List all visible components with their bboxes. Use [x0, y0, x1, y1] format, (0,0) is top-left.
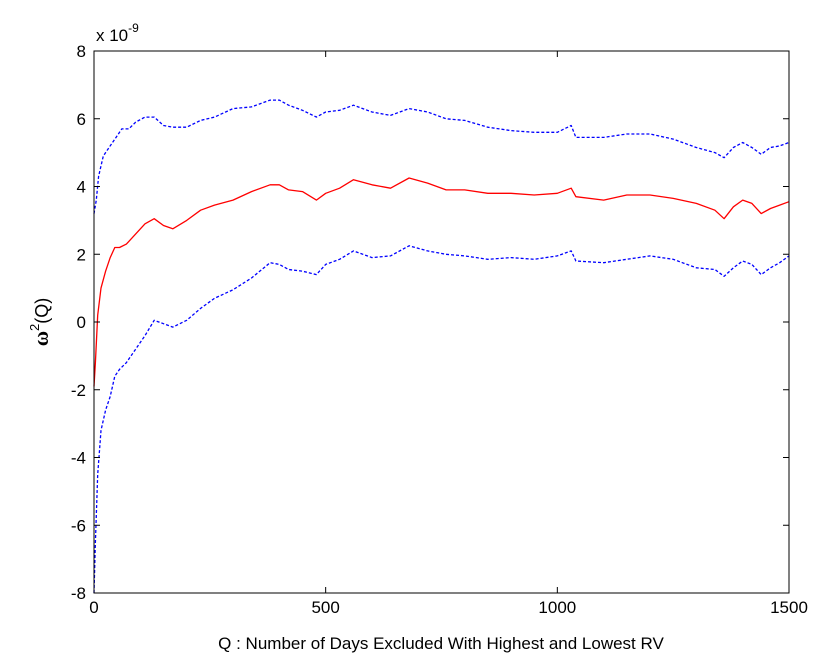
series-layer: [93, 99, 790, 594]
x-tick-label: 1500: [770, 598, 808, 617]
y-tick-label: -2: [71, 381, 86, 400]
y-tick-label: -4: [71, 449, 86, 468]
y-axis-label-superscript: 2: [27, 324, 42, 331]
series-line-1: [93, 99, 790, 214]
x-axis-ticks: 0 500 1000 1500: [89, 51, 808, 617]
y-axis-label: ω2(Q): [27, 298, 53, 347]
y-tick-label: 4: [77, 178, 86, 197]
y-tick-label: 2: [77, 245, 86, 264]
y-axis-exponent-power: -9: [128, 21, 139, 35]
y-tick-label: -8: [71, 584, 86, 603]
series-line-3: [93, 245, 790, 594]
y-tick-label: 6: [77, 110, 86, 129]
y-tick-label: -6: [71, 516, 86, 535]
y-axis-exponent: x 10-9: [96, 21, 139, 45]
y-axis-label-suffix: (Q): [32, 298, 52, 324]
y-axis-label-symbol: ω: [29, 331, 53, 346]
x-axis-label: Q : Number of Days Excluded With Highest…: [218, 634, 664, 653]
x-tick-label: 500: [311, 598, 339, 617]
y-axis-exponent-base: x 10: [96, 26, 128, 45]
x-tick-label: 1000: [538, 598, 576, 617]
series-line-2: [93, 177, 790, 387]
y-tick-label: 8: [77, 42, 86, 61]
x-tick-label: 0: [89, 598, 98, 617]
y-axis-ticks: -8 -6 -4 -2 0 2 4 6 8: [71, 42, 789, 603]
y-tick-label: 0: [77, 313, 86, 332]
